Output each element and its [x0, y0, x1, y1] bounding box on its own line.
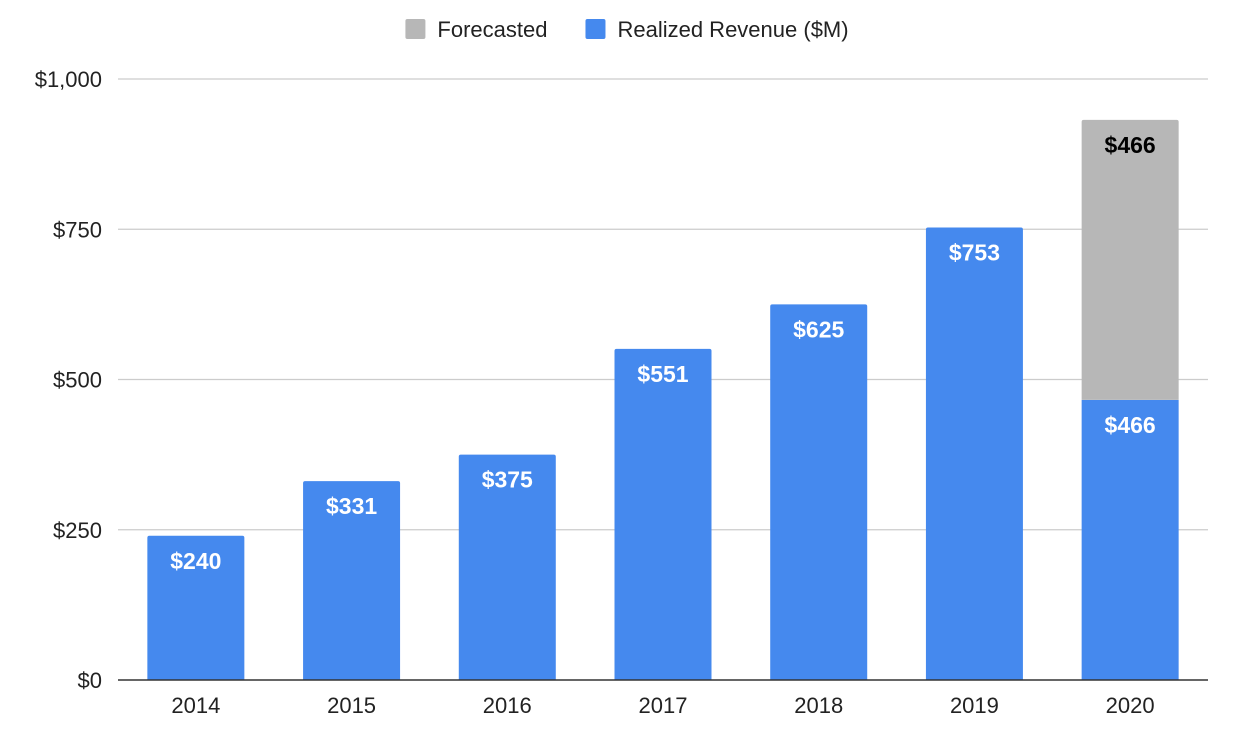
y-tick-label: $1,000	[35, 67, 102, 92]
data-label-realized-revenue-m-2017: $551	[637, 361, 688, 387]
data-label-realized-revenue-m-2019: $753	[949, 239, 1000, 265]
data-label-realized-revenue-m-2018: $625	[793, 316, 844, 342]
bar-forecasted-2020	[1081, 119, 1179, 400]
x-tick-label-2019: 2019	[950, 693, 999, 718]
bar-realized-revenue-m-2016	[458, 454, 556, 680]
data-label-realized-revenue-m-2014: $240	[170, 548, 221, 574]
x-tick-label-2014: 2014	[171, 693, 220, 718]
x-tick-label-2016: 2016	[483, 693, 532, 718]
bar-realized-revenue-m-2017	[614, 348, 712, 680]
y-tick-label: $500	[53, 368, 102, 393]
data-label-realized-revenue-m-2020: $466	[1105, 412, 1156, 438]
x-tick-label-2015: 2015	[327, 693, 376, 718]
legend-label-realized-revenue-m: Realized Revenue ($M)	[617, 17, 848, 42]
data-label-forecasted-2020: $466	[1105, 132, 1156, 158]
y-tick-label: $0	[78, 668, 102, 693]
bar-realized-revenue-m-2020	[1081, 399, 1179, 680]
x-tick-label-2017: 2017	[639, 693, 688, 718]
legend-swatch-realized-revenue-m	[585, 19, 606, 39]
x-tick-label-2018: 2018	[794, 693, 843, 718]
x-tick-label-2020: 2020	[1106, 693, 1155, 718]
bar-data-labels: $240 $331 $375 $551 $625 $753 $466 $466	[170, 132, 1155, 574]
y-tick-label: $750	[53, 217, 102, 242]
bar-realized-revenue-m-2018	[770, 304, 868, 680]
y-tick-label: $250	[53, 518, 102, 543]
y-axis-ticks: $0 $250 $500 $750 $1,000	[35, 67, 102, 693]
bar-realized-revenue-m-2015	[303, 481, 401, 680]
x-axis-ticks: 2014 2015 2016 2017 2018 2019 2020	[171, 693, 1154, 718]
bar-realized-revenue-m-2014	[147, 535, 245, 680]
data-label-realized-revenue-m-2015: $331	[326, 493, 377, 519]
legend-label-forecasted: Forecasted	[437, 17, 547, 42]
legend-swatch-forecasted	[405, 19, 426, 39]
bar-series	[147, 119, 1179, 680]
chart-legend: Forecasted Realized Revenue ($M)	[405, 17, 849, 42]
data-label-realized-revenue-m-2016: $375	[482, 467, 533, 493]
bar-realized-revenue-m-2019	[925, 227, 1023, 680]
